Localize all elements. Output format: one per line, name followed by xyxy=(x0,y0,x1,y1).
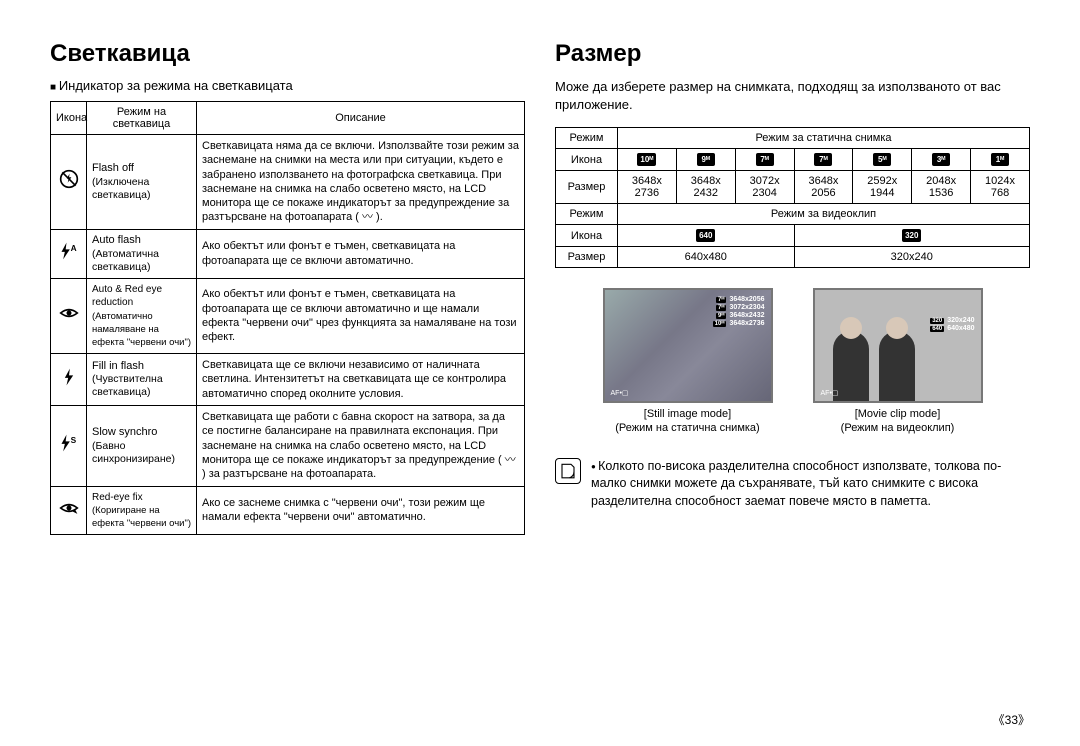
caption: [Movie clip mode] xyxy=(855,408,941,420)
label-mode: Режим xyxy=(556,204,618,225)
lcd-overlay: 7ᴹ3648x2056 7ᴹ3072x2304 9ᴹ3648x2432 10ᴹ3… xyxy=(611,296,765,327)
flash-section: Светкавица Индикатор за режима на светка… xyxy=(50,40,525,726)
flash-subhead: Индикатор за режима на светкавицата xyxy=(50,78,525,93)
flash-redeyefix-icon xyxy=(51,486,87,535)
size-badge: 7ᴹ xyxy=(756,153,774,166)
size-title: Размер xyxy=(555,40,1030,68)
flash-mode-cell: Slow synchro (Бавно синхронизиране) xyxy=(87,406,197,486)
movie-preview: 320320x240 640640x480 AF•▢ [Movie clip m… xyxy=(813,288,983,436)
badge-cell: 1ᴹ xyxy=(971,149,1030,171)
badge-cell: 7ᴹ xyxy=(794,149,853,171)
badge-cell: 10ᴹ xyxy=(618,149,677,171)
caption: [Still image mode] xyxy=(644,408,731,420)
flash-th-icon: Икона xyxy=(51,102,87,135)
badge-cell: 5ᴹ xyxy=(853,149,912,171)
size-badge: 1ᴹ xyxy=(991,153,1009,166)
af-label: AF•▢ xyxy=(821,389,839,397)
badge-cell: 7ᴹ xyxy=(735,149,794,171)
lcd-overlay: 320320x240 640640x480 xyxy=(821,296,975,332)
flash-mode-bg: (Автоматична светкавица) xyxy=(92,248,159,273)
caption: (Режим на видеоклип) xyxy=(841,422,955,434)
label-mode: Режим xyxy=(556,128,618,149)
flash-mode-cell: Red-eye fix (Коригиране на ефекта "черве… xyxy=(87,486,197,535)
flash-auto-icon: A xyxy=(51,229,87,278)
size-val: 3648x2056 xyxy=(794,171,853,204)
still-size-table: Режим Режим за статична снимка Икона 10ᴹ… xyxy=(555,127,1030,268)
flash-desc-cell: Ако обектът или фонът е тъмен, светкавиц… xyxy=(197,229,525,278)
flash-desc-cell: Светкавицата ще работи с бавна скорост н… xyxy=(197,406,525,486)
flash-mode-en: Slow synchro xyxy=(92,426,157,438)
caption: (Режим на статична снимка) xyxy=(615,422,759,434)
label-size: Размер xyxy=(556,247,618,268)
flash-title: Светкавица xyxy=(50,40,525,68)
movie-heading: Режим за видеоклип xyxy=(618,204,1030,225)
flash-mode-en: Flash off xyxy=(92,162,134,174)
label-icon: Икона xyxy=(556,149,618,171)
flash-mode-cell: Auto & Red eye reduction (Автоматично на… xyxy=(87,278,197,353)
still-preview: 7ᴹ3648x2056 7ᴹ3072x2304 9ᴹ3648x2432 10ᴹ3… xyxy=(603,288,773,436)
badge-cell: 9ᴹ xyxy=(676,149,735,171)
flash-mode-cell: Fill in flash (Чувствителна светкавица) xyxy=(87,354,197,406)
flash-mode-en: Auto & Red eye reduction xyxy=(92,284,162,309)
flash-mode-bg: (Бавно синхронизиране) xyxy=(92,440,175,465)
size-badge: 320 xyxy=(902,229,921,242)
flash-off-icon xyxy=(51,135,87,230)
note-text: Колкото по-висока разделителна способнос… xyxy=(591,458,1030,511)
flash-mode-bg: (Чувствителна светкавица) xyxy=(92,373,163,398)
note-icon xyxy=(555,458,581,484)
flash-row: A Auto flash (Автоматична светкавица) Ак… xyxy=(51,229,525,278)
svg-text:A: A xyxy=(70,243,76,253)
size-badge: 3ᴹ xyxy=(932,153,950,166)
flash-slow-icon: S xyxy=(51,406,87,486)
page-number: 《33》 xyxy=(993,711,1030,728)
size-val: 2048x1536 xyxy=(912,171,971,204)
flash-row: Auto & Red eye reduction (Автоматично на… xyxy=(51,278,525,353)
size-badge: 10ᴹ xyxy=(637,153,656,166)
size-badge: 7ᴹ xyxy=(814,153,832,166)
size-badge: 5ᴹ xyxy=(873,153,891,166)
label-icon: Икона xyxy=(556,225,618,247)
size-val: 1024x768 xyxy=(971,171,1030,204)
size-badge: 9ᴹ xyxy=(697,153,715,166)
flash-mode-bg: (Коригиране на ефекта "червени очи") xyxy=(92,505,191,529)
flash-desc-cell: Ако се заснеме снимка с "червени очи", т… xyxy=(197,486,525,535)
flash-mode-cell: Flash off (Изключена светкавица) xyxy=(87,135,197,230)
flash-th-mode: Режим на светкавица xyxy=(87,102,197,135)
flash-mode-en: Red-eye fix xyxy=(92,492,143,503)
badge-cell: 320 xyxy=(794,225,1029,247)
flash-fill-icon xyxy=(51,354,87,406)
af-label: AF•▢ xyxy=(611,389,629,397)
note-block: Колкото по-висока разделителна способнос… xyxy=(555,458,1030,511)
still-heading: Режим за статична снимка xyxy=(618,128,1030,149)
size-val: 3072x2304 xyxy=(735,171,794,204)
flash-desc-cell: Светкавицата ще се включи независимо от … xyxy=(197,354,525,406)
flash-desc-cell: Светкавицата няма да се включи. Използва… xyxy=(197,135,525,230)
label-size: Размер xyxy=(556,171,618,204)
flash-row: Fill in flash (Чувствителна светкавица) … xyxy=(51,354,525,406)
flash-mode-en: Fill in flash xyxy=(92,360,144,372)
flash-row: Flash off (Изключена светкавица) Светкав… xyxy=(51,135,525,230)
size-val: 3648x2736 xyxy=(618,171,677,204)
size-val: 3648x2432 xyxy=(676,171,735,204)
flash-mode-bg: (Изключена светкавица) xyxy=(92,176,150,201)
preview-row: 7ᴹ3648x2056 7ᴹ3072x2304 9ᴹ3648x2432 10ᴹ3… xyxy=(555,288,1030,436)
svg-text:S: S xyxy=(70,435,76,445)
size-badge: 640 xyxy=(696,229,715,242)
size-val: 2592x1944 xyxy=(853,171,912,204)
flash-row: S Slow synchro (Бавно синхронизиране) Св… xyxy=(51,406,525,486)
size-val: 320x240 xyxy=(794,247,1029,268)
flash-table: Икона Режим на светкавица Описание Flash… xyxy=(50,101,525,535)
flash-desc-cell: Ако обектът или фонът е тъмен, светкавиц… xyxy=(197,278,525,353)
flash-mode-en: Auto flash xyxy=(92,234,141,246)
flash-th-desc: Описание xyxy=(197,102,525,135)
size-val: 640x480 xyxy=(618,247,795,268)
size-desc: Може да изберете размер на снимката, под… xyxy=(555,78,1030,113)
badge-cell: 640 xyxy=(618,225,795,247)
size-section: Размер Може да изберете размер на снимка… xyxy=(555,40,1030,726)
flash-mode-bg: (Автоматично намаляване на ефекта "черве… xyxy=(92,311,191,348)
badge-cell: 3ᴹ xyxy=(912,149,971,171)
flash-row: Red-eye fix (Коригиране на ефекта "черве… xyxy=(51,486,525,535)
flash-redeye-icon xyxy=(51,278,87,353)
flash-mode-cell: Auto flash (Автоматична светкавица) xyxy=(87,229,197,278)
